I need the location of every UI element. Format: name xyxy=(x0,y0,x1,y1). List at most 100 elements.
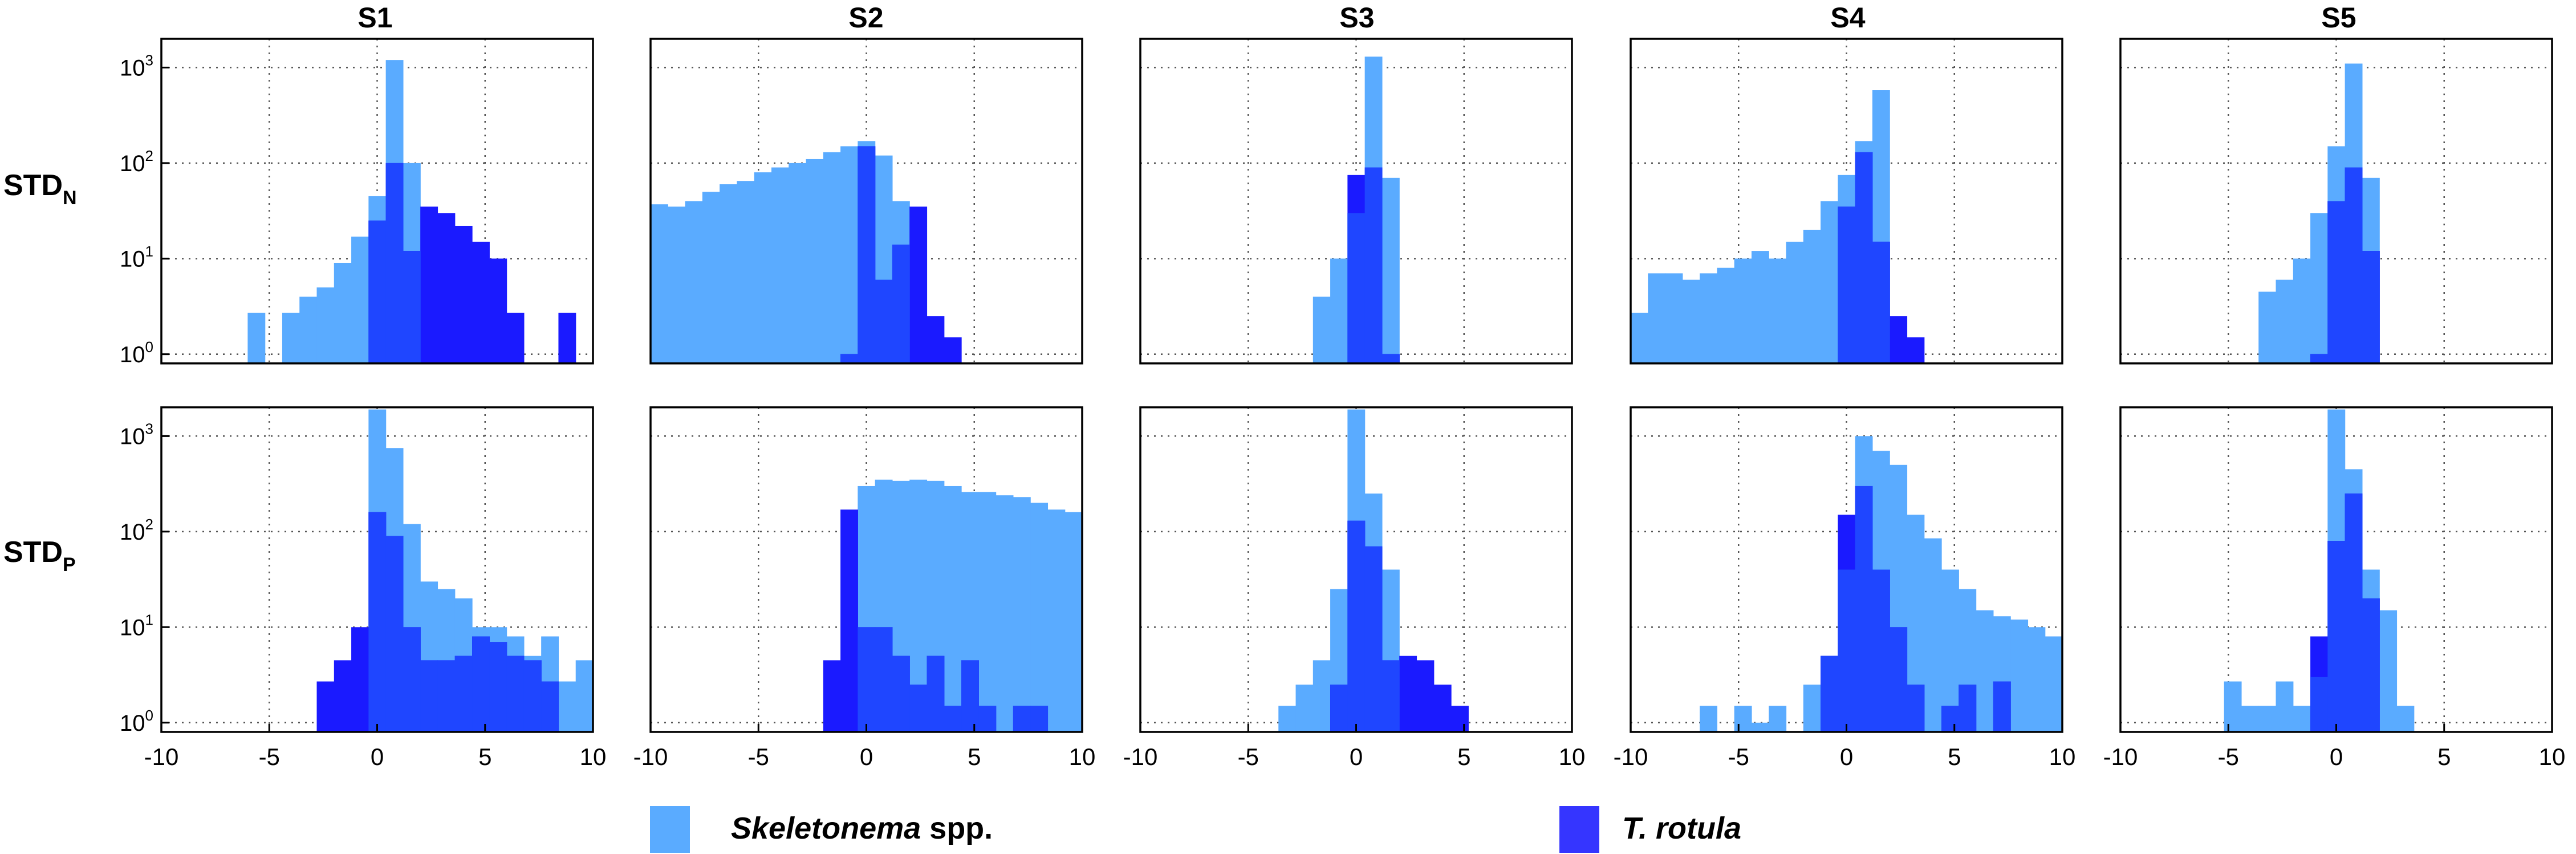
bar-overlap xyxy=(2345,493,2363,732)
x-tick-label: 5 xyxy=(2437,743,2451,770)
y-tick-label: 102 xyxy=(120,516,153,545)
bar-skeletonema xyxy=(1786,241,1804,363)
bar-skeletonema xyxy=(2310,213,2328,363)
bar-overlap xyxy=(1382,354,1400,363)
bar-overlap xyxy=(472,636,490,732)
bar-trotula xyxy=(840,509,858,732)
bar-overlap xyxy=(1941,706,1959,732)
bar-skeletonema xyxy=(702,192,720,363)
y-tick-label: 101 xyxy=(120,611,153,640)
bar-skeletonema xyxy=(2379,610,2398,732)
bars xyxy=(2258,63,2380,363)
x-tick-label: 5 xyxy=(968,743,981,770)
bar-skeletonema xyxy=(2224,681,2242,732)
y-tick-label: 101 xyxy=(120,242,153,272)
bar-overlap xyxy=(1838,207,1856,363)
bar-overlap xyxy=(2362,598,2380,732)
bar-overlap xyxy=(1838,569,1856,732)
x-tick-label: 10 xyxy=(580,743,607,770)
bar-overlap xyxy=(2310,354,2328,363)
x-tick-label: 0 xyxy=(860,743,873,770)
bar-skeletonema xyxy=(1769,258,1787,363)
bar-trotula xyxy=(927,316,945,363)
bars xyxy=(2224,409,2415,732)
bar-overlap xyxy=(454,655,473,732)
x-tick-label: -10 xyxy=(1123,743,1158,770)
bar-skeletonema xyxy=(2258,706,2277,732)
bar-skeletonema xyxy=(1313,660,1331,732)
bar-trotula xyxy=(558,313,576,363)
bar-overlap xyxy=(875,280,893,363)
bar-skeletonema xyxy=(2293,706,2311,732)
bar-skeletonema xyxy=(2293,258,2311,363)
x-tick-label: 0 xyxy=(1840,743,1853,770)
y-tick-label: 102 xyxy=(120,147,153,176)
bar-overlap xyxy=(368,220,387,363)
bar-skeletonema xyxy=(685,201,703,363)
bar-overlap xyxy=(1890,627,1908,732)
bar-skeletonema xyxy=(996,495,1014,732)
panel-frame xyxy=(649,38,1083,365)
bar-skeletonema xyxy=(1734,706,1752,732)
bar-overlap xyxy=(1382,660,1400,732)
bar-overlap xyxy=(1821,655,1838,732)
bar-overlap xyxy=(927,655,945,732)
bar-overlap xyxy=(489,642,507,732)
bar-skeletonema xyxy=(1924,538,1942,732)
bar-skeletonema xyxy=(737,181,755,363)
x-tick-label: -5 xyxy=(2218,743,2239,770)
bar-overlap xyxy=(858,146,876,363)
bar-overlap xyxy=(1030,706,1049,732)
row-label-std-n: STDN xyxy=(3,169,77,209)
x-tick-label: 0 xyxy=(1350,743,1363,770)
bar-skeletonema xyxy=(2241,706,2259,732)
bar-trotula xyxy=(1399,655,1417,732)
x-tick-label: 0 xyxy=(371,743,384,770)
x-tick-label: 10 xyxy=(1559,743,1586,770)
bar-trotula xyxy=(489,258,507,363)
bar-skeletonema xyxy=(1382,177,1400,363)
bars xyxy=(247,60,576,363)
bar-overlap xyxy=(1013,706,1031,732)
bar-skeletonema xyxy=(1976,610,1994,732)
bar-skeletonema xyxy=(1295,685,1314,732)
y-tick-label: 103 xyxy=(120,420,153,449)
bar-overlap xyxy=(2327,541,2346,732)
panel-std-n-s3 xyxy=(1139,38,1573,365)
panel-std-n-s1: 100 101 102 103 xyxy=(120,38,594,367)
bars xyxy=(823,479,1082,732)
bar-overlap xyxy=(1872,569,1890,732)
bars xyxy=(1278,409,1469,732)
panel-std-p-s2: -10 -5 0 5 10 xyxy=(633,406,1095,770)
bar-skeletonema xyxy=(1803,229,1821,363)
bar-trotula xyxy=(334,660,352,732)
x-tick-label: 0 xyxy=(2330,743,2343,770)
x-tick-label: -5 xyxy=(1728,743,1749,770)
bar-overlap xyxy=(541,681,559,732)
col-title-s4: S4 xyxy=(1830,2,1865,34)
bar-overlap xyxy=(1959,685,1977,732)
panel-std-p-s1: 100 101 102 103 -10 -5 0 5 10 xyxy=(120,406,607,770)
x-tick-label: -5 xyxy=(1238,743,1259,770)
col-title-s5: S5 xyxy=(2321,2,2356,34)
col-title-s2: S2 xyxy=(848,2,883,34)
x-tick-label: 10 xyxy=(2049,743,2076,770)
bar-skeletonema xyxy=(1682,280,1700,363)
bar-overlap xyxy=(1347,213,1366,363)
bar-skeletonema xyxy=(2010,620,2029,732)
bar-trotula xyxy=(1433,685,1452,732)
bar-skeletonema xyxy=(978,492,997,732)
x-tick-label: -10 xyxy=(2103,743,2138,770)
bar-skeletonema xyxy=(754,172,772,363)
bar-skeletonema xyxy=(1941,569,1959,732)
bar-overlap xyxy=(523,660,542,732)
bar-skeletonema xyxy=(789,163,807,363)
bar-overlap xyxy=(385,163,404,363)
bar-overlap xyxy=(1330,685,1348,732)
bar-skeletonema xyxy=(2258,292,2277,363)
bar-trotula xyxy=(909,207,928,363)
bar-overlap xyxy=(2345,167,2363,363)
legend: Skeletonema spp. T. rotula xyxy=(650,806,1741,853)
col-title-s3: S3 xyxy=(1339,2,1374,34)
